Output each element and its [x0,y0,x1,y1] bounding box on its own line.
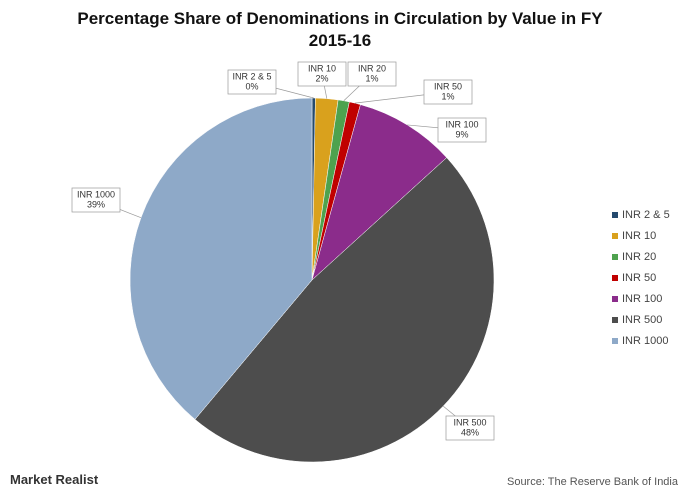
legend-label: INR 20 [622,251,656,263]
label-box [227,69,277,95]
brand: Market Realist [10,472,99,487]
data-label-name: INR 1000 [77,189,115,199]
legend-swatch [612,338,618,344]
data-label: 0% [245,81,258,91]
label-box [445,415,495,441]
label-box [437,117,487,143]
data-label-name: INR 50 [434,81,462,91]
label-box [423,79,473,105]
legend-label: INR 500 [622,314,662,326]
data-label-name: INR 2 & 5 [232,71,271,81]
data-label: 2% [315,73,328,83]
data-label: 1% [365,73,378,83]
legend-label: INR 10 [622,230,656,242]
data-label: 9% [455,129,468,139]
legend-label: INR 2 & 5 [622,209,670,221]
legend-swatch [612,212,618,218]
data-label: 39% [87,199,105,209]
data-label: 48% [461,427,479,437]
label-box [347,61,397,87]
legend-swatch [612,233,618,239]
data-label-name: INR 500 [453,417,486,427]
legend-label: INR 1000 [622,335,668,347]
pie-slice [194,157,495,463]
pie-slice [129,97,313,420]
data-label-name: INR 100 [445,119,478,129]
legend-swatch [612,296,618,302]
legend-swatch [612,317,618,323]
label-box [297,61,347,87]
legend-label: INR 100 [622,293,662,305]
data-label-name: INR 20 [358,63,386,73]
legend-swatch [612,275,618,281]
legend-label: INR 50 [622,272,656,284]
data-label-name: INR 10 [308,63,336,73]
source: Source: The Reserve Bank of India [506,476,678,488]
chart-title: Percentage Share of Denominations in Cir… [77,9,603,50]
pie-slice [311,104,448,281]
data-label: 1% [441,91,454,101]
legend-swatch [612,254,618,260]
label-box [71,187,121,213]
